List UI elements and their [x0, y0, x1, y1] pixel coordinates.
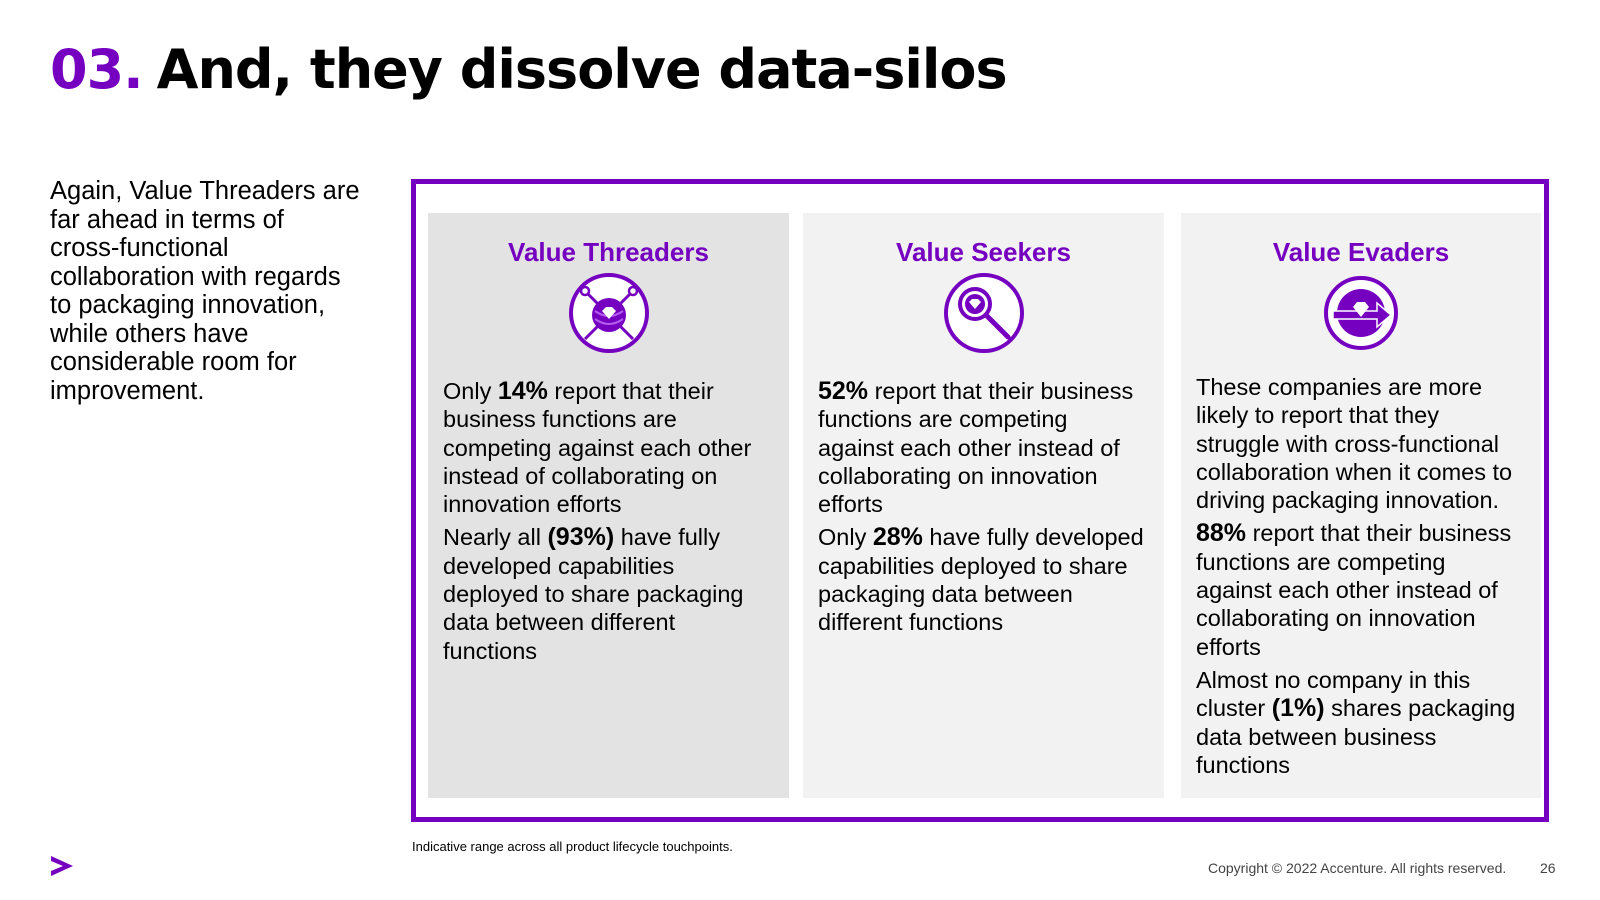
card-stat-text: Only 14% report that their business func…	[443, 377, 752, 518]
card-value-evaders: Value Evaders These companies are more l…	[1181, 213, 1541, 798]
card-value-seekers: Value Seekers 52% report that their busi…	[803, 213, 1164, 798]
stat-value: (93%)	[547, 523, 615, 552]
footnote: Indicative range across all product life…	[412, 839, 733, 854]
stat-value: 28%	[872, 523, 923, 552]
card-stat-text: 88% report that their business functions…	[1196, 519, 1512, 660]
card-intro-text: These companies are more likely to repor…	[1196, 374, 1513, 514]
intro-text: Again, Value Threaders are far ahead in …	[50, 177, 360, 405]
card-stat-text: Nearly all (93%) have fully developed ca…	[443, 523, 744, 664]
comparison-frame	[411, 179, 1549, 822]
accenture-logo	[51, 856, 73, 876]
stat-value: 52%	[818, 377, 869, 405]
stat-value: (1%)	[1271, 694, 1325, 723]
section-number: 03.	[50, 38, 144, 101]
page-title: 03. And, they dissolve data-silos	[50, 38, 1008, 101]
magnifier-diamond-icon	[943, 273, 1024, 353]
evade-arrow-diamond-icon	[1324, 276, 1398, 350]
card-stat-text: Only 28% have fully developed capabiliti…	[818, 523, 1144, 636]
yarn-ball-diamond-icon	[568, 273, 649, 353]
card-stat-text: Almost no company in this cluster (1%) s…	[1196, 666, 1516, 778]
stat-value: 14%	[497, 377, 548, 405]
card-heading: Value Evaders	[1272, 237, 1450, 267]
card-heading: Value Threaders	[508, 237, 709, 267]
title-text: And, they dissolve data-silos	[156, 38, 1008, 101]
stat-value: 88%	[1196, 519, 1247, 548]
page-number: 26	[1540, 860, 1556, 876]
copyright-text: Copyright © 2022 Accenture. All rights r…	[1208, 860, 1507, 876]
card-value-threaders: Value Threaders Only 14% report that the…	[428, 213, 789, 798]
card-heading: Value Seekers	[896, 237, 1071, 267]
card-stat-text: 52% report that their business functions…	[818, 377, 1134, 518]
